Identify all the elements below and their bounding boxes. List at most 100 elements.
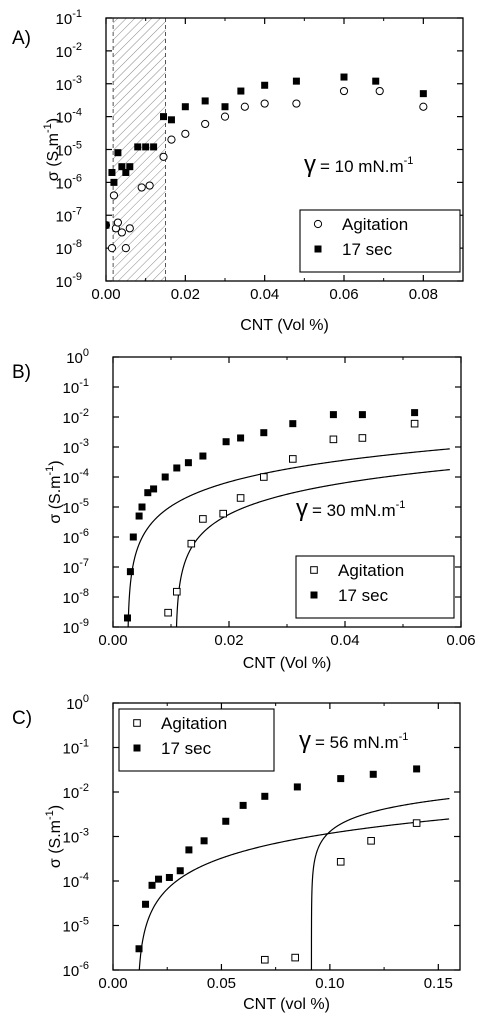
data-point — [336, 858, 345, 866]
y-tick-label: 10-8 — [63, 587, 89, 607]
x-axis-title: CNT (vol %) — [243, 996, 330, 1013]
data-point — [358, 411, 366, 419]
data-point — [289, 455, 297, 463]
legend-label: Agitation — [161, 714, 227, 733]
y-tick-label: 10-2 — [63, 782, 89, 802]
legend-box — [299, 209, 461, 273]
data-point — [369, 770, 377, 778]
y-axis-title: σ (S.m-1) — [44, 805, 64, 868]
data-point — [222, 438, 230, 446]
data-point — [201, 97, 209, 105]
x-tick-label: 0.10 — [315, 975, 344, 992]
y-tick-label: 10-4 — [56, 107, 82, 127]
data-point — [237, 87, 245, 95]
data-point — [144, 489, 152, 497]
series-17sec — [135, 765, 421, 953]
legend-label: Agitation — [342, 215, 408, 234]
y-tick-label: 10-5 — [56, 140, 82, 160]
chart-panel-c: C) 0.00 0.05 0.10 0.15 10-6 10-5 10-4 10-3 10-2 10… — [12, 693, 461, 1013]
data-point — [240, 102, 249, 111]
panel-label: B) — [12, 362, 31, 383]
legend-box — [295, 555, 455, 619]
data-point — [155, 875, 163, 883]
data-point — [108, 168, 116, 176]
data-point — [199, 452, 207, 460]
data-point — [200, 837, 208, 845]
data-point — [124, 614, 131, 622]
y-axis-title-group: σ (S.m-1) — [44, 460, 64, 523]
x-tick-label: 0.08 — [409, 286, 438, 303]
data-point — [142, 143, 150, 151]
legend-label: 17 sec — [338, 586, 389, 605]
x-tick-label: 0.05 — [207, 975, 236, 992]
data-point — [237, 434, 245, 442]
y-tick-label: 100 — [66, 347, 89, 367]
data-point — [239, 801, 247, 809]
x-tick-label: 0.00 — [98, 975, 127, 992]
x-tick-label: 0.00 — [91, 286, 120, 303]
x-axis-title: CNT (Vol %) — [243, 655, 332, 672]
series-agitation — [106, 86, 428, 253]
y-tick-label: 10-9 — [56, 271, 82, 291]
data-point — [291, 953, 299, 962]
y-tick-label: 10-4 — [63, 467, 89, 487]
y-tick-label: 10-2 — [56, 41, 82, 61]
data-point — [261, 792, 269, 800]
y-tick-label: 10-7 — [63, 557, 89, 577]
data-point — [113, 218, 123, 227]
panel-label: C) — [12, 708, 32, 729]
y-tick-label: 10-6 — [56, 172, 82, 192]
x-tick-label: 0.02 — [214, 632, 243, 649]
data-point — [367, 837, 375, 845]
data-point — [419, 102, 428, 111]
data-point — [137, 183, 146, 192]
data-point — [222, 817, 230, 825]
data-point — [337, 775, 345, 783]
y-tick-label: 10-5 — [63, 916, 89, 936]
y-tick-label: 10-3 — [56, 74, 82, 94]
data-point — [129, 533, 137, 541]
data-point — [173, 587, 181, 596]
legend: Agitation 17 sec — [295, 555, 455, 619]
chart-panel-a: A) 0.00 0.02 0.04 0.06 0.08 10-9 10-8 10-7 10-6 10… — [12, 8, 464, 334]
data-point — [150, 485, 158, 493]
data-point — [199, 515, 207, 523]
legend: Agitation 17 sec — [118, 708, 275, 772]
data-point — [145, 181, 154, 190]
y-tick-label: 10-4 — [63, 871, 89, 891]
x-tick-label: 0.00 — [98, 632, 127, 649]
fit-curve — [310, 797, 450, 970]
data-point — [121, 244, 130, 253]
data-point — [219, 509, 227, 518]
data-point — [339, 86, 349, 96]
y-tick-label: 10-6 — [63, 960, 89, 980]
data-point — [110, 178, 118, 186]
legend-label: 17 sec — [161, 739, 212, 758]
data-point — [358, 434, 367, 442]
legend-marker — [313, 219, 323, 229]
y-tick-label: 10-7 — [56, 205, 82, 225]
y-tick-label: 10-3 — [63, 437, 89, 457]
data-point — [340, 73, 348, 81]
legend: Agitation 17 sec — [299, 209, 461, 273]
data-point — [289, 420, 297, 428]
y-tick-label: 10-1 — [63, 377, 89, 397]
y-tick-label: 10-2 — [63, 407, 89, 427]
data-point — [176, 867, 184, 875]
data-point — [126, 163, 134, 171]
data-point — [185, 846, 193, 854]
data-point — [181, 103, 189, 111]
data-point — [329, 435, 338, 444]
data-point — [187, 539, 196, 548]
data-point — [109, 191, 119, 200]
y-axis-title-group: σ (S.m-1) — [44, 805, 64, 868]
y-tick-label: 100 — [66, 693, 89, 713]
legend-marker — [133, 744, 141, 752]
data-point — [260, 473, 268, 481]
data-point — [375, 86, 384, 96]
data-point — [106, 221, 110, 229]
x-tick-label: 0.06 — [446, 632, 475, 649]
y-tick-label: 10-1 — [56, 8, 82, 28]
data-point — [292, 99, 301, 108]
